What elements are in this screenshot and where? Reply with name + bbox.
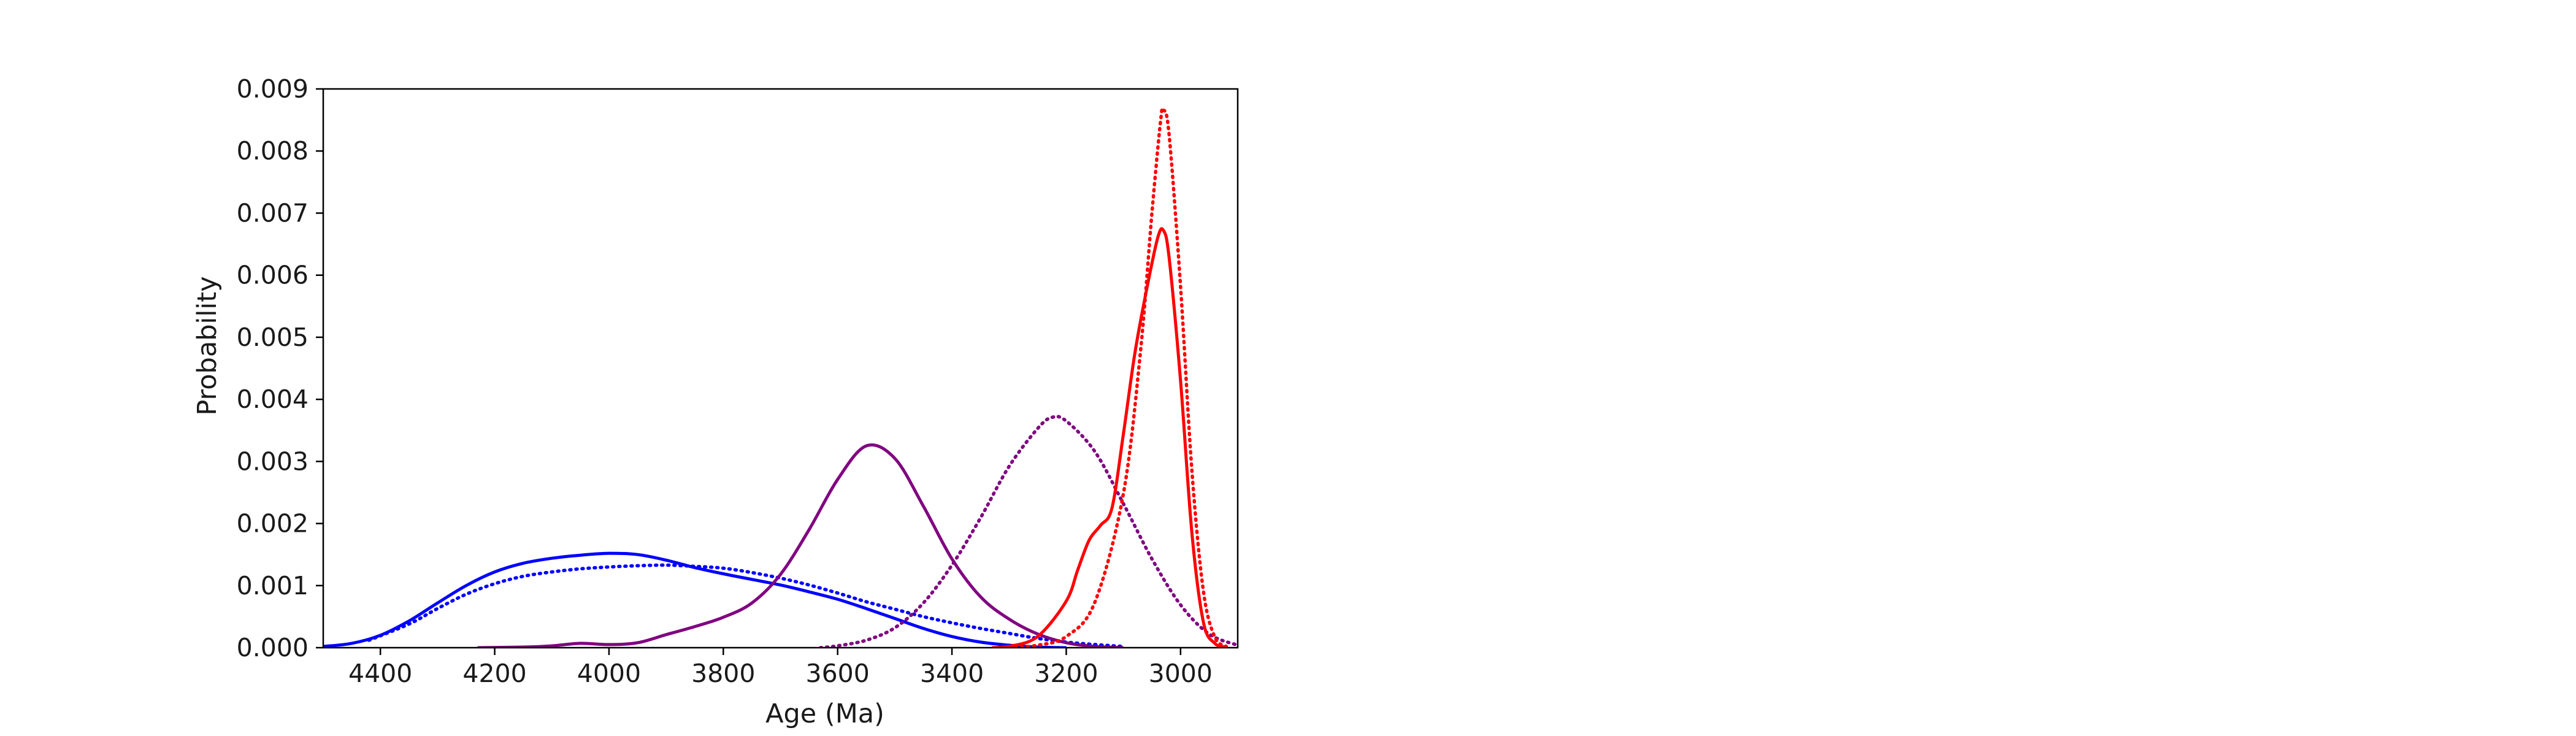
x-tick-label-3200: 3200 [1034, 659, 1098, 688]
series-line-red-solid [992, 227, 1227, 648]
y-tick-label-5: 0.005 [237, 323, 309, 352]
y-tick-label-4: 0.004 [237, 385, 309, 414]
x-tick-label-4200: 4200 [462, 659, 526, 688]
y-tick-label-9: 0.009 [237, 74, 309, 104]
x-axis-label: Age (Ma) [765, 699, 884, 729]
x-tick-label-3600: 3600 [806, 659, 870, 688]
y-tick-label-2: 0.002 [237, 509, 309, 539]
y-axis-label: Probability [192, 276, 223, 415]
x-tick-label-4000: 4000 [577, 659, 641, 688]
x-tick-label-3400: 3400 [920, 659, 984, 688]
plot-frame [322, 88, 1239, 649]
y-tick-label-3: 0.003 [237, 447, 309, 476]
y-tick-label-0: 0.000 [237, 633, 309, 662]
x-tick-label-3800: 3800 [691, 659, 755, 688]
y-tick-label-6: 0.006 [237, 261, 309, 290]
x-axis: 4400 4200 4000 3800 3600 3400 3200 3000 [348, 648, 1213, 688]
series-line-purple-dotted [818, 415, 1238, 648]
y-axis: 0.000 0.001 0.002 0.003 0.004 0.005 0.006 0.007… [237, 74, 323, 662]
y-tick-label-8: 0.008 [237, 136, 309, 166]
series-line-blue-dotted [367, 563, 1125, 648]
series-layer [323, 106, 1238, 648]
y-tick-label-1: 0.001 [237, 571, 309, 600]
series-line-purple-solid [477, 443, 1124, 648]
series-line-red-dotted [1007, 106, 1229, 648]
x-tick-label-4400: 4400 [348, 659, 412, 688]
x-tick-label-3000: 3000 [1149, 659, 1213, 688]
y-tick-label-7: 0.007 [237, 198, 309, 228]
series-line-blue-solid [323, 551, 1067, 648]
